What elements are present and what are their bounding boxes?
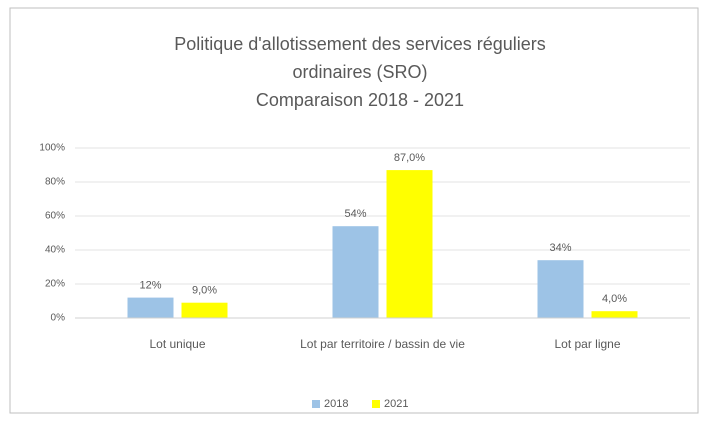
bar	[332, 226, 379, 318]
data-label: 87,0%	[394, 152, 425, 164]
legend-label: 2018	[324, 398, 348, 410]
data-label: 9,0%	[192, 285, 217, 297]
data-label: 12%	[139, 280, 161, 292]
legend-swatch	[312, 400, 320, 408]
x-tick-label: Lot unique	[149, 337, 206, 351]
chart-title: Comparaison 2018 - 2021	[256, 90, 464, 110]
data-label: 4,0%	[602, 293, 627, 305]
chart-title: Politique d'allotissement des services r…	[174, 34, 546, 54]
legend-label: 2021	[384, 398, 408, 410]
bar	[537, 260, 584, 318]
data-label: 54%	[344, 208, 366, 220]
x-tick-label: Lot par ligne	[554, 337, 621, 351]
chart-border	[9, 7, 699, 414]
bar	[181, 302, 228, 318]
data-label: 34%	[549, 242, 571, 254]
y-tick-label: 0%	[51, 313, 66, 324]
legend-swatch	[372, 400, 380, 408]
y-tick-label: 20%	[45, 279, 65, 290]
y-tick-label: 100%	[39, 143, 65, 154]
x-tick-label: Lot par territoire / bassin de vie	[300, 337, 465, 351]
y-tick-label: 60%	[45, 211, 65, 222]
y-tick-label: 40%	[45, 245, 65, 256]
bar	[386, 170, 433, 318]
chart-title: ordinaires (SRO)	[292, 62, 427, 82]
bar	[591, 311, 638, 318]
y-tick-label: 80%	[45, 177, 65, 188]
bar	[127, 297, 174, 318]
